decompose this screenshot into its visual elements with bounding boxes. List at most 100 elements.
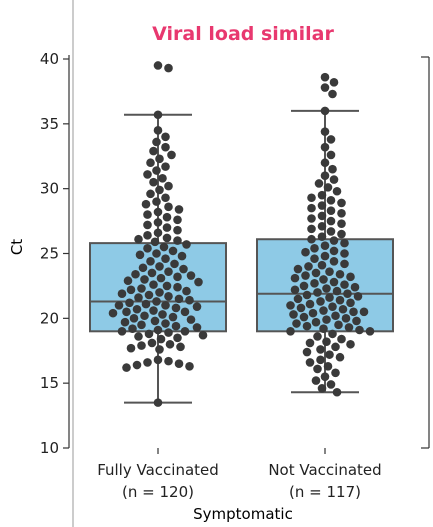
swarm-point — [316, 345, 325, 354]
swarm-point — [153, 218, 163, 227]
swarm-point — [332, 387, 342, 397]
swarm-point — [319, 275, 328, 284]
swarm-point — [322, 284, 331, 293]
swarm-point — [161, 162, 170, 171]
swarm-point — [317, 221, 327, 231]
swarm-point — [117, 327, 127, 336]
swarm-point — [186, 315, 196, 324]
swarm-point — [153, 228, 163, 238]
swarm-point — [332, 286, 342, 296]
swarm-point — [329, 277, 339, 287]
swarm-point — [329, 175, 339, 184]
swarm-point — [332, 186, 342, 196]
swarm-point — [192, 323, 202, 332]
swarm-point — [302, 290, 312, 300]
swarm-point — [152, 166, 161, 175]
swarm-point — [308, 308, 318, 318]
swarm-point — [155, 262, 164, 271]
swarm-point — [307, 193, 316, 203]
swarm-point — [176, 342, 185, 352]
swarm-point — [286, 327, 295, 336]
swarm-point — [147, 268, 157, 278]
swarm-point — [182, 286, 191, 296]
swarm-point — [180, 327, 190, 336]
swarm-point — [173, 236, 182, 245]
swarm-point — [161, 132, 170, 142]
swarm-point — [296, 303, 306, 313]
swarm-point — [319, 324, 328, 334]
swarm-point — [328, 164, 337, 174]
swarm-point — [146, 256, 155, 266]
swarm-point — [192, 302, 202, 311]
swarm-point — [302, 321, 312, 331]
swarm-point — [346, 272, 355, 282]
swarm-point — [304, 262, 313, 271]
swarm-point — [143, 358, 152, 367]
swarm-point — [317, 260, 327, 270]
swarm-point — [177, 251, 187, 261]
swarm-point — [185, 362, 194, 371]
swarm-point — [314, 179, 324, 188]
y-axis: 10 15 20 25 30 35 40 — [40, 50, 69, 457]
swarm-point — [293, 294, 303, 304]
swarm-point — [329, 256, 339, 266]
swarm-point — [346, 298, 355, 308]
swarm-point — [335, 352, 345, 362]
swarm-point — [165, 339, 175, 349]
swarm-point — [126, 285, 136, 295]
swarm-point — [198, 330, 208, 340]
swarm-point — [320, 171, 330, 180]
swarm-point — [323, 183, 333, 192]
swarm-point — [338, 304, 348, 314]
swarm-point — [340, 238, 349, 248]
swarm-point — [355, 325, 364, 335]
swarm-point — [326, 135, 336, 144]
swarm-point — [150, 237, 160, 247]
x-tick-sample-size: (n = 120) — [122, 483, 194, 501]
swarm-point — [156, 334, 166, 344]
swarm-point — [153, 126, 163, 135]
swarm-point — [161, 193, 170, 203]
swarm-point — [158, 310, 167, 319]
swarm-point — [337, 209, 346, 218]
swarm-point — [325, 267, 334, 276]
swarm-point — [340, 280, 349, 289]
swarm-point — [164, 328, 173, 337]
swarm-point — [164, 63, 173, 73]
swarm-point — [179, 264, 188, 274]
swarm-point — [164, 356, 173, 366]
swarm-point — [137, 341, 146, 350]
swarm-point — [325, 350, 334, 359]
swarm-point — [134, 293, 143, 302]
swarm-point — [310, 279, 319, 288]
swarm-point — [337, 198, 346, 208]
swarm-point — [137, 320, 146, 330]
swarm-point — [156, 273, 166, 283]
swarm-point — [140, 311, 149, 321]
swarm-point — [132, 304, 142, 314]
y-tick-label: 35 — [40, 115, 59, 133]
swarm-point — [128, 324, 137, 334]
swarm-point — [328, 329, 337, 339]
swarm-point — [301, 271, 310, 280]
swarm-point — [307, 203, 316, 213]
swarm-point — [326, 227, 336, 236]
swarm-point — [320, 72, 330, 82]
swarm-point — [153, 355, 163, 365]
swarm-point — [122, 363, 131, 372]
swarm-point — [174, 294, 184, 304]
swarm-point — [320, 83, 330, 92]
swarm-point — [174, 359, 184, 369]
swarm-point — [349, 307, 358, 317]
swarm-point — [343, 289, 352, 298]
swarm-point — [173, 272, 182, 282]
swarm-point — [153, 61, 163, 70]
swarm-point — [143, 231, 152, 240]
swarm-point — [132, 360, 142, 370]
swarm-point — [153, 110, 163, 120]
swarm-point — [317, 201, 327, 210]
swarm-point — [299, 281, 309, 291]
swarm-point — [289, 310, 298, 319]
swarm-point — [173, 215, 182, 225]
swarm-point — [143, 210, 152, 219]
